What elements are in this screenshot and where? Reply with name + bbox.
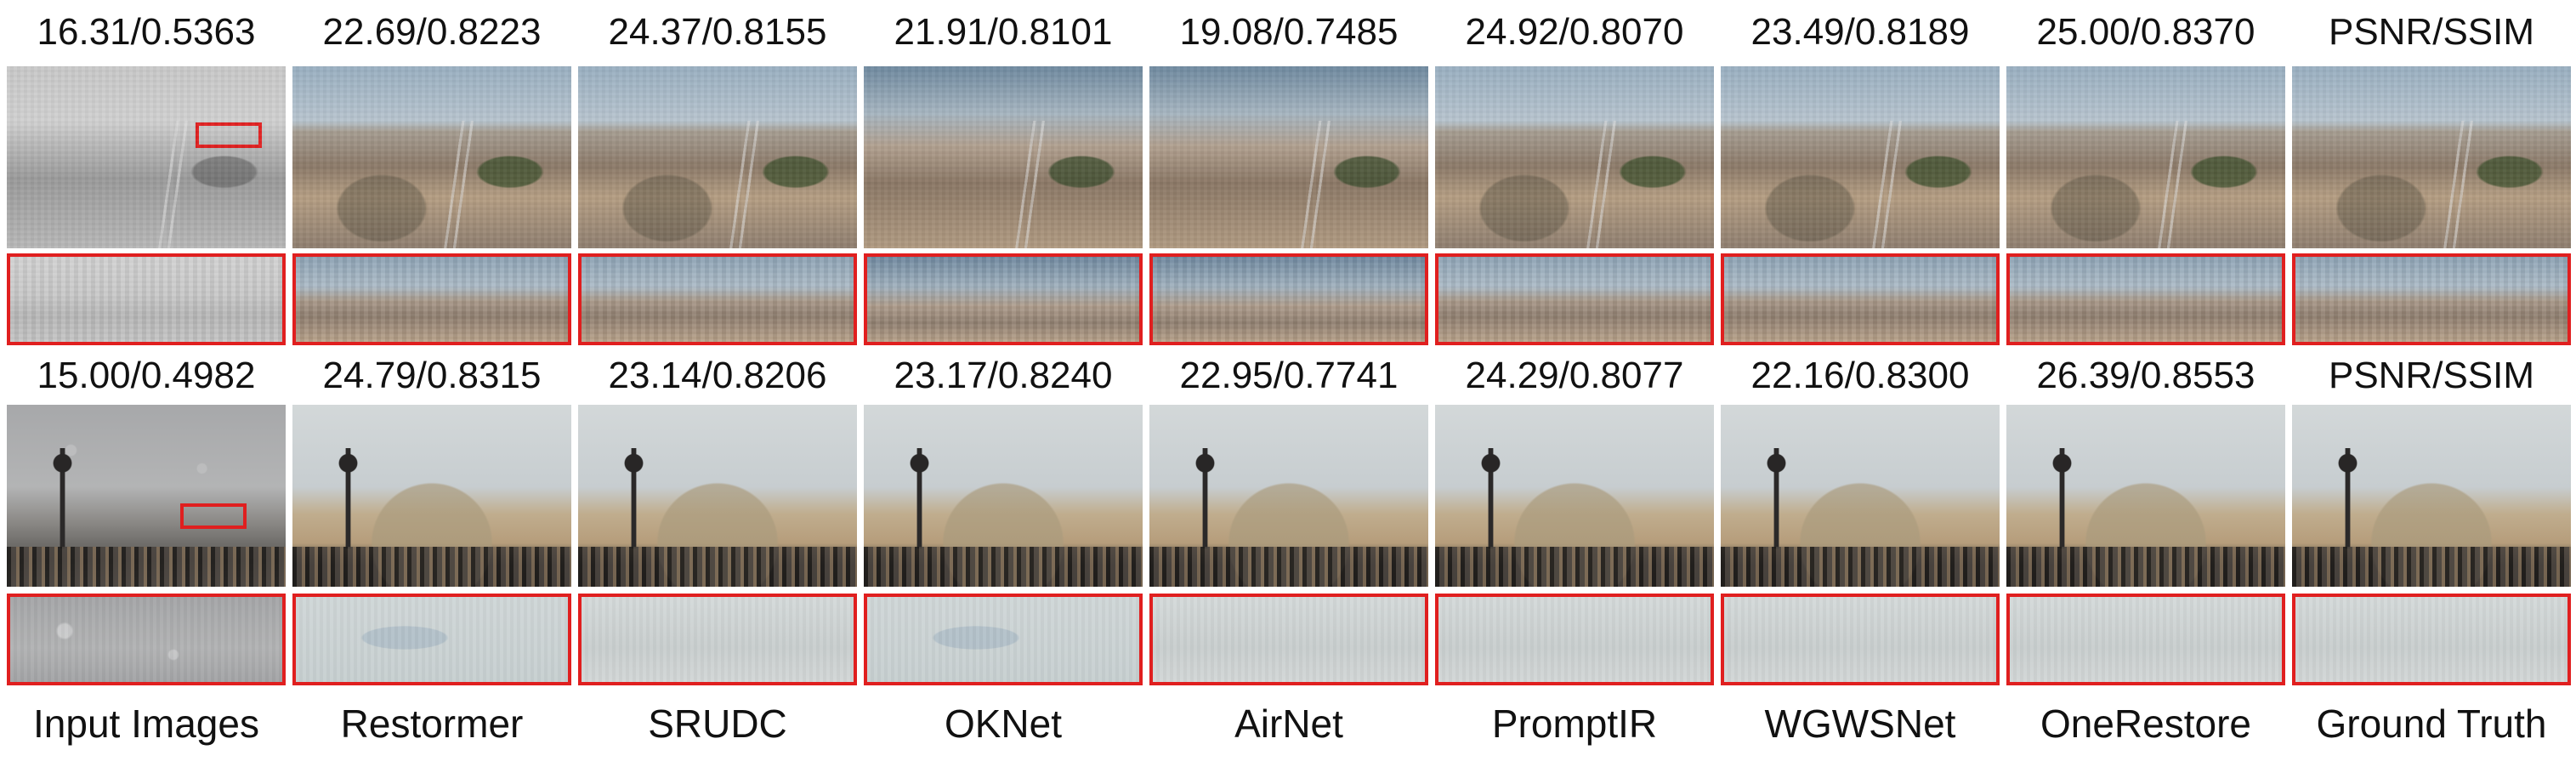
zoom-region-box	[180, 503, 247, 529]
metric-row-1: 25.00/0.8370	[2036, 11, 2255, 53]
column-label: PromptIR	[1491, 702, 1658, 746]
column-wgwsnet: 23.49/0.8189 22.16/0.8300 WGWSNet	[1721, 0, 2000, 767]
metric-row-2: 26.39/0.8553	[2036, 355, 2255, 396]
row-1-crop-image	[7, 253, 286, 345]
row-2-crop-image	[2292, 594, 2571, 685]
metric-row-2: 23.17/0.8240	[894, 355, 1113, 396]
row-1-main-image	[864, 66, 1143, 248]
row-1-main-image	[1721, 66, 2000, 248]
row-1-crop-image	[292, 253, 571, 345]
metric-row-1: PSNR/SSIM	[2328, 11, 2535, 53]
row-2-main-image	[1721, 405, 2000, 587]
row-2-crop-image	[7, 594, 286, 685]
column-label: Input Images	[33, 702, 259, 746]
metric-row-2: PSNR/SSIM	[2328, 355, 2535, 396]
column-restormer: 22.69/0.8223 24.79/0.8315 Restormer	[292, 0, 571, 767]
metric-row-1: 24.92/0.8070	[1465, 11, 1684, 53]
row-1-crop-image	[578, 253, 857, 345]
row-1-crop-image	[2006, 253, 2285, 345]
row-1-main-image	[1149, 66, 1428, 248]
row-2-main-image	[1435, 405, 1714, 587]
row-2-crop-image	[1149, 594, 1428, 685]
row-1-main-image	[2006, 66, 2285, 248]
row-1-crop-image	[1435, 253, 1714, 345]
column-onerestore: 25.00/0.8370 26.39/0.8553 OneRestore	[2006, 0, 2285, 767]
metric-row-2: 22.16/0.8300	[1750, 355, 1970, 396]
column-oknet: 21.91/0.8101 23.17/0.8240 OKNet	[864, 0, 1143, 767]
row-2-main-image	[864, 405, 1143, 587]
column-label: OKNet	[944, 702, 1063, 746]
metric-row-1: 16.31/0.5363	[37, 11, 256, 53]
column-label: AirNet	[1234, 702, 1343, 746]
row-2-main-image	[7, 405, 286, 587]
metric-row-2: 15.00/0.4982	[37, 355, 256, 396]
column-input-images: 16.31/0.5363 15.00/0.4982 Input Images	[7, 0, 286, 767]
row-2-crop-image	[1721, 594, 2000, 685]
row-1-crop-image	[1721, 253, 2000, 345]
row-2-crop-image	[1435, 594, 1714, 685]
row-1-main-image	[578, 66, 857, 248]
column-airnet: 19.08/0.7485 22.95/0.7741 AirNet	[1149, 0, 1428, 767]
row-1-crop-image	[1149, 253, 1428, 345]
column-ground-truth: PSNR/SSIM PSNR/SSIM Ground Truth	[2292, 0, 2571, 767]
column-label: SRUDC	[648, 702, 787, 746]
row-2-main-image	[2006, 405, 2285, 587]
column-label: Restormer	[340, 702, 524, 746]
metric-row-2: 24.79/0.8315	[322, 355, 542, 396]
zoom-region-box	[196, 122, 262, 148]
row-1-crop-image	[2292, 253, 2571, 345]
row-1-crop-image	[864, 253, 1143, 345]
column-label: Ground Truth	[2316, 702, 2547, 746]
metric-row-1: 21.91/0.8101	[894, 11, 1113, 53]
column-srudc: 24.37/0.8155 23.14/0.8206 SRUDC	[578, 0, 857, 767]
column-promptir: 24.92/0.8070 24.29/0.8077 PromptIR	[1435, 0, 1714, 767]
metric-row-2: 24.29/0.8077	[1465, 355, 1684, 396]
row-2-crop-image	[578, 594, 857, 685]
row-1-main-image	[2292, 66, 2571, 248]
metric-row-1: 23.49/0.8189	[1750, 11, 1970, 53]
row-2-main-image	[1149, 405, 1428, 587]
row-2-crop-image	[292, 594, 571, 685]
metric-row-1: 19.08/0.7485	[1179, 11, 1399, 53]
row-2-crop-image	[864, 594, 1143, 685]
row-2-crop-image	[2006, 594, 2285, 685]
metric-row-2: 23.14/0.8206	[608, 355, 827, 396]
metric-row-1: 22.69/0.8223	[322, 11, 542, 53]
row-1-main-image	[292, 66, 571, 248]
column-label: WGWSNet	[1764, 702, 1956, 746]
row-1-main-image	[7, 66, 286, 248]
row-2-main-image	[2292, 405, 2571, 587]
metric-row-1: 24.37/0.8155	[608, 11, 827, 53]
metric-row-2: 22.95/0.7741	[1179, 355, 1399, 396]
row-2-main-image	[578, 405, 857, 587]
column-label: OneRestore	[2040, 702, 2251, 746]
row-1-main-image	[1435, 66, 1714, 248]
row-2-main-image	[292, 405, 571, 587]
